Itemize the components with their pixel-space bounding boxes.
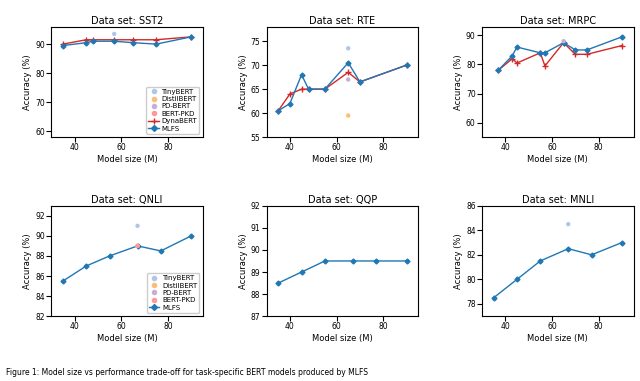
Y-axis label: Accuracy (%): Accuracy (%): [454, 54, 463, 110]
Point: [343, 112, 353, 118]
X-axis label: Model size (M): Model size (M): [97, 155, 157, 164]
Y-axis label: Accuracy (%): Accuracy (%): [24, 54, 33, 110]
Point: [563, 221, 573, 227]
Point: [559, 38, 569, 44]
Title: Data set: QQP: Data set: QQP: [308, 195, 377, 205]
X-axis label: Model size (M): Model size (M): [97, 334, 157, 343]
Point: [132, 223, 143, 229]
Y-axis label: Accuracy (%): Accuracy (%): [454, 233, 463, 289]
X-axis label: Model size (M): Model size (M): [312, 155, 372, 164]
Text: Figure 1: Model size vs performance trade-off for task-specific BERT models prod: Figure 1: Model size vs performance trad…: [6, 368, 369, 377]
X-axis label: Model size (M): Model size (M): [527, 334, 588, 343]
Point: [132, 243, 143, 249]
Legend: TinyBERT, DistilBERT, PD-BERT, BERT-PKD, MLFS: TinyBERT, DistilBERT, PD-BERT, BERT-PKD,…: [147, 273, 200, 313]
Legend: TinyBERT, DistilBERT, PD-BERT, BERT-PKD, DynaBERT, MLFS: TinyBERT, DistilBERT, PD-BERT, BERT-PKD,…: [147, 86, 200, 134]
Title: Data set: MRPC: Data set: MRPC: [520, 16, 596, 26]
Title: Data set: QNLI: Data set: QNLI: [92, 195, 163, 205]
Y-axis label: Accuracy (%): Accuracy (%): [24, 233, 33, 289]
Point: [132, 243, 143, 249]
Point: [343, 45, 353, 51]
Point: [109, 31, 119, 37]
X-axis label: Model size (M): Model size (M): [527, 155, 588, 164]
Title: Data set: MNLI: Data set: MNLI: [522, 195, 594, 205]
Y-axis label: Accuracy (%): Accuracy (%): [239, 233, 248, 289]
X-axis label: Model size (M): Model size (M): [312, 334, 372, 343]
Point: [343, 77, 353, 83]
Y-axis label: Accuracy (%): Accuracy (%): [239, 54, 248, 110]
Title: Data set: RTE: Data set: RTE: [309, 16, 376, 26]
Title: Data set: SST2: Data set: SST2: [91, 16, 163, 26]
Point: [132, 243, 143, 249]
